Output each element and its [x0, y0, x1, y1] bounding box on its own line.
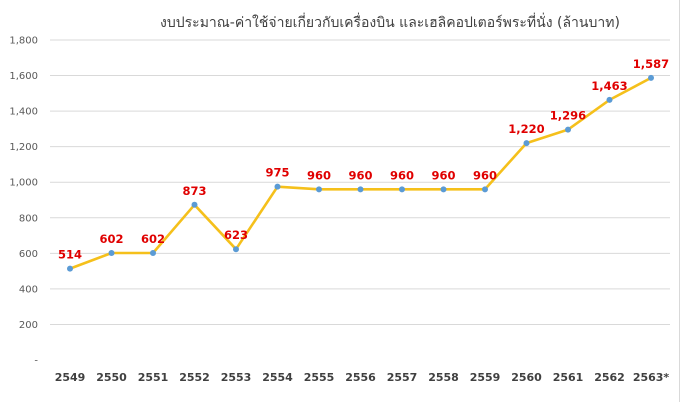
- data-label: 1,463: [591, 79, 627, 93]
- data-point: [108, 249, 115, 256]
- data-label: 1,296: [550, 109, 586, 123]
- data-label: 1,587: [633, 57, 669, 71]
- x-tick-label: 2560: [511, 371, 542, 384]
- y-tick-label: 1,000: [9, 178, 38, 189]
- chart-title: งบประมาณ-ค่าใช้จ่ายเกี่ยวกับเครื่องบิน แ…: [160, 15, 620, 31]
- data-point: [482, 186, 488, 193]
- data-point: [440, 186, 447, 193]
- data-point: [565, 126, 571, 133]
- data-label: 1,220: [508, 122, 544, 136]
- x-tick-label: 2555: [304, 371, 335, 384]
- y-tick-label: 400: [19, 284, 38, 295]
- data-label: 960: [348, 168, 372, 182]
- data-label: 623: [224, 228, 248, 242]
- data-point: [274, 183, 281, 190]
- x-tick-label: 2553: [221, 371, 252, 384]
- x-tick-label: 2558: [428, 371, 459, 384]
- data-point: [523, 140, 530, 147]
- data-point: [150, 249, 156, 256]
- x-tick-label: 2563*: [633, 371, 670, 384]
- data-point: [399, 186, 405, 193]
- data-point: [67, 265, 73, 272]
- data-point: [357, 186, 364, 193]
- data-label: 602: [141, 232, 165, 246]
- x-tick-label: 2556: [345, 371, 376, 384]
- y-tick-label: 200: [19, 320, 38, 331]
- y-tick-label: 1,200: [9, 142, 38, 153]
- y-tick-label: 800: [19, 213, 38, 224]
- x-tick-label: 2562: [594, 371, 625, 384]
- data-point: [191, 201, 198, 208]
- x-tick-label: 2551: [138, 371, 169, 384]
- x-tick-label: 2559: [470, 371, 501, 384]
- data-label: 960: [431, 168, 455, 182]
- y-tick-label: -: [34, 356, 38, 367]
- data-label: 602: [99, 232, 123, 246]
- y-tick-label: 600: [19, 249, 38, 260]
- y-tick-label: 1,600: [9, 71, 38, 82]
- x-tick-label: 2554: [262, 371, 293, 384]
- data-point: [233, 246, 239, 253]
- y-tick-label: 1,400: [9, 107, 38, 118]
- x-tick-label: 2550: [96, 371, 127, 384]
- data-label: 514: [58, 248, 82, 262]
- data-point: [648, 74, 654, 81]
- x-tick-label: 2561: [553, 371, 584, 384]
- data-label: 960: [307, 168, 331, 182]
- data-label: 975: [265, 166, 289, 180]
- data-label: 960: [473, 168, 497, 182]
- x-tick-label: 2552: [179, 371, 210, 384]
- data-point: [606, 96, 613, 103]
- data-label: 960: [390, 168, 414, 182]
- x-tick-label: 2557: [387, 371, 418, 384]
- x-tick-label: 2549: [55, 371, 86, 384]
- data-point: [316, 186, 322, 193]
- y-tick-label: 1,800: [9, 36, 38, 47]
- data-label: 873: [182, 184, 206, 198]
